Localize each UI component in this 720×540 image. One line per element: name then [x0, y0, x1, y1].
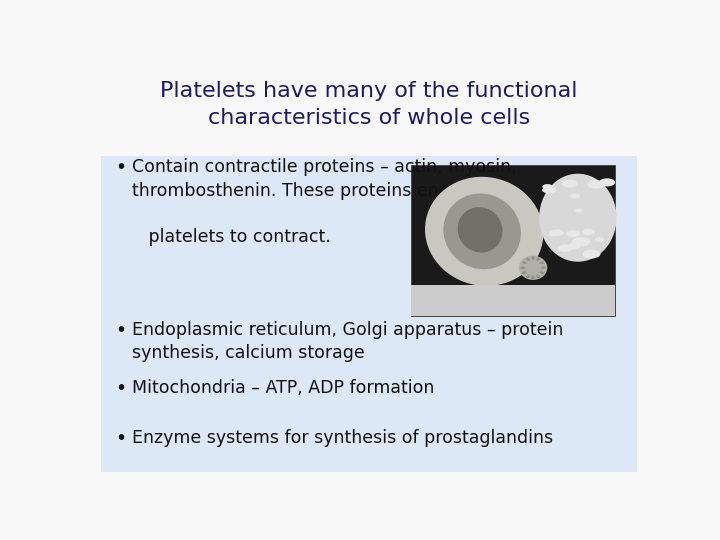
- Ellipse shape: [539, 272, 544, 274]
- Text: Scanning electron microscope image of a
red blood cell (left), platelet (center): Scanning electron microscope image of a …: [451, 292, 574, 309]
- Ellipse shape: [522, 261, 526, 264]
- Text: Enzyme systems for synthesis of prostaglandins: Enzyme systems for synthesis of prostagl…: [132, 429, 553, 447]
- Ellipse shape: [581, 241, 589, 245]
- Ellipse shape: [580, 241, 589, 246]
- Text: •: •: [115, 321, 126, 340]
- Ellipse shape: [526, 275, 530, 278]
- Ellipse shape: [567, 230, 580, 237]
- Ellipse shape: [567, 243, 580, 249]
- Ellipse shape: [522, 272, 526, 274]
- Ellipse shape: [582, 229, 595, 235]
- Ellipse shape: [599, 178, 616, 186]
- Ellipse shape: [521, 267, 526, 269]
- Text: •: •: [115, 429, 126, 448]
- Ellipse shape: [542, 184, 553, 189]
- Ellipse shape: [531, 276, 534, 280]
- FancyBboxPatch shape: [411, 285, 615, 316]
- Ellipse shape: [562, 180, 577, 187]
- Ellipse shape: [551, 230, 564, 236]
- Text: Endoplasmic reticulum, Golgi apparatus – protein
synthesis, calcium storage: Endoplasmic reticulum, Golgi apparatus –…: [132, 321, 563, 362]
- Ellipse shape: [542, 186, 556, 193]
- Ellipse shape: [531, 256, 534, 260]
- Ellipse shape: [541, 267, 546, 269]
- Text: •: •: [115, 158, 126, 177]
- Text: Mitochondria – ATP, ADP formation: Mitochondria – ATP, ADP formation: [132, 379, 434, 397]
- FancyBboxPatch shape: [411, 165, 615, 316]
- Ellipse shape: [539, 174, 616, 262]
- Ellipse shape: [549, 231, 560, 237]
- Ellipse shape: [595, 237, 604, 242]
- Ellipse shape: [425, 177, 544, 286]
- Ellipse shape: [575, 208, 583, 213]
- Text: Contain contractile proteins – actin, myosin,
thrombosthenin. These proteins ena: Contain contractile proteins – actin, my…: [132, 158, 516, 246]
- Ellipse shape: [572, 237, 590, 246]
- Ellipse shape: [526, 258, 530, 261]
- Ellipse shape: [539, 261, 544, 264]
- Ellipse shape: [444, 193, 521, 269]
- Ellipse shape: [458, 207, 503, 253]
- Ellipse shape: [519, 255, 547, 280]
- Ellipse shape: [536, 275, 540, 278]
- Text: •: •: [115, 379, 126, 398]
- FancyBboxPatch shape: [101, 156, 637, 473]
- Text: Platelets have many of the functional
characteristics of whole cells: Platelets have many of the functional ch…: [161, 81, 577, 127]
- Ellipse shape: [558, 245, 572, 252]
- Ellipse shape: [582, 249, 600, 259]
- Ellipse shape: [570, 194, 580, 199]
- Ellipse shape: [536, 258, 540, 261]
- Ellipse shape: [588, 180, 604, 188]
